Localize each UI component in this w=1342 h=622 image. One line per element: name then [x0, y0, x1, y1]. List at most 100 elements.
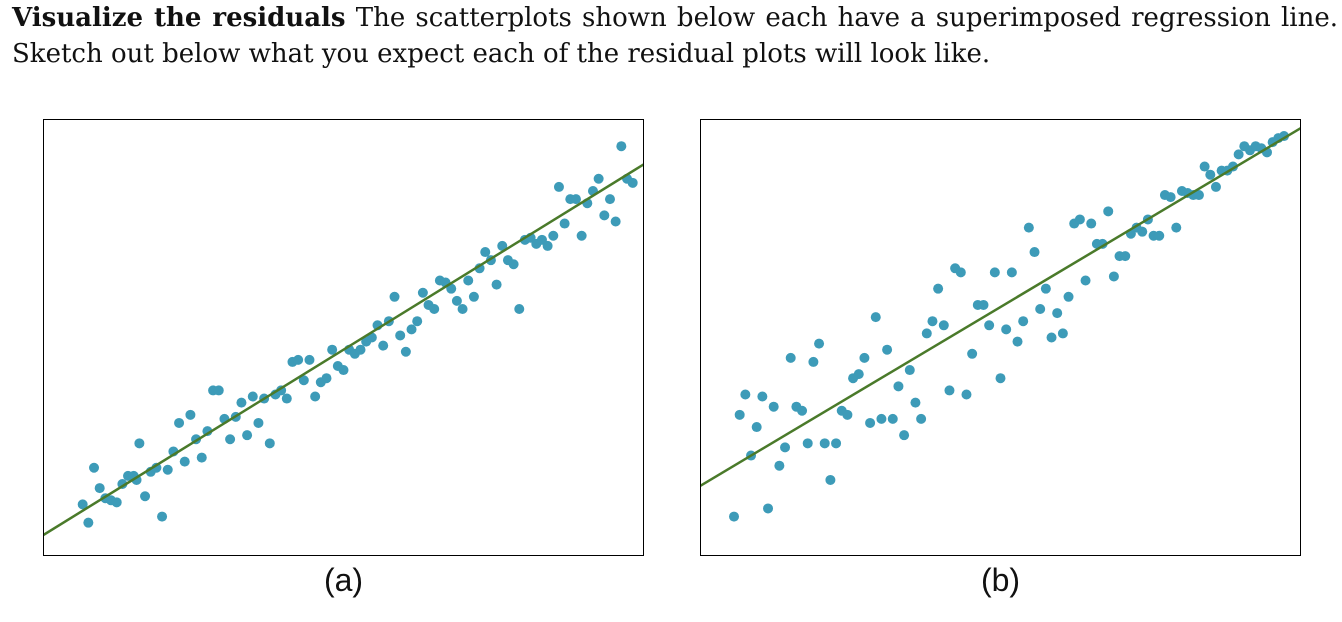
data-point-b-75	[1154, 230, 1165, 241]
data-point-a-29	[236, 397, 247, 408]
data-point-a-18	[174, 417, 185, 428]
data-point-a-63	[429, 304, 440, 315]
data-point-b-47	[995, 373, 1006, 384]
data-point-a-61	[417, 287, 428, 298]
data-point-b-78	[1171, 222, 1182, 233]
data-point-b-27	[882, 344, 893, 355]
data-point-a-60	[412, 316, 423, 327]
data-point-a-54	[378, 340, 389, 351]
data-point-a-50	[355, 344, 366, 355]
data-point-b-48	[1001, 324, 1012, 335]
data-point-b-55	[1040, 283, 1051, 294]
data-point-b-44	[978, 299, 989, 310]
data-point-a-77	[508, 259, 519, 270]
scatterplot-a	[43, 119, 644, 556]
data-point-a-72	[480, 247, 491, 258]
data-point-b-56	[1046, 332, 1057, 343]
caption-b: (b)	[980, 562, 1021, 598]
data-point-b-58	[1057, 328, 1068, 339]
data-point-b-37	[938, 320, 949, 331]
data-point-b-63	[1086, 218, 1097, 229]
data-point-b-17	[825, 474, 836, 485]
data-point-a-31	[247, 391, 258, 402]
data-point-a-68	[457, 304, 468, 315]
data-point-a-10	[131, 474, 142, 485]
data-point-b-22	[853, 369, 864, 380]
data-point-a-27	[225, 434, 236, 445]
data-point-a-93	[599, 210, 610, 221]
data-point-b-72	[1137, 226, 1148, 237]
data-point-b-28	[887, 413, 898, 424]
data-point-b-16	[819, 438, 830, 449]
data-point-a-41	[304, 354, 315, 365]
data-point-a-67	[451, 295, 462, 306]
data-point-b-49	[1006, 267, 1017, 278]
data-point-b-83	[1199, 161, 1210, 172]
caption-a: (a)	[323, 562, 364, 598]
data-point-a-40	[298, 375, 309, 386]
instructions-text: The scatterplots shown below each have a…	[12, 3, 1338, 69]
data-point-a-70	[468, 291, 479, 302]
data-point-b-33	[916, 413, 927, 424]
data-point-b-0	[729, 511, 740, 522]
data-point-a-44	[321, 373, 332, 384]
data-point-a-42	[310, 391, 321, 402]
data-point-b-42	[967, 348, 978, 359]
data-point-b-31	[904, 365, 915, 376]
data-point-b-6	[763, 503, 774, 514]
data-point-a-14	[151, 462, 162, 473]
data-point-b-85	[1210, 181, 1221, 192]
data-point-a-95	[610, 216, 621, 227]
data-point-b-84	[1205, 169, 1216, 180]
data-point-a-19	[179, 456, 190, 467]
data-point-b-12	[797, 405, 808, 416]
data-point-b-25	[870, 312, 881, 323]
data-point-b-46	[989, 267, 1000, 278]
instructions: Visualize the residuals The scatterplots…	[12, 0, 1338, 72]
data-point-a-58	[400, 346, 411, 357]
data-point-b-4	[751, 422, 762, 433]
data-point-a-59	[406, 324, 417, 335]
data-point-b-32	[910, 397, 921, 408]
data-point-b-20	[842, 409, 853, 420]
data-point-b-9	[780, 442, 791, 453]
data-point-a-98	[627, 177, 638, 188]
scatterplot-b-canvas	[701, 127, 1300, 522]
data-point-a-39	[293, 354, 304, 365]
data-point-b-38	[944, 385, 955, 396]
data-point-a-15	[157, 511, 168, 522]
data-point-a-92	[593, 173, 604, 184]
data-point-b-51	[1018, 316, 1029, 327]
data-point-b-40	[955, 267, 966, 278]
data-point-a-94	[604, 194, 615, 205]
data-point-a-3	[94, 483, 105, 494]
data-point-a-12	[140, 491, 151, 502]
data-point-a-32	[253, 417, 264, 428]
data-point-b-24	[865, 417, 876, 428]
data-point-a-0	[77, 499, 88, 510]
data-point-a-2	[89, 462, 100, 473]
data-point-b-89	[1233, 149, 1244, 160]
data-point-a-88	[570, 194, 581, 205]
data-point-a-1	[83, 517, 94, 528]
data-point-a-16	[162, 464, 173, 475]
data-point-b-67	[1108, 271, 1119, 282]
data-point-b-82	[1193, 190, 1204, 201]
data-point-a-86	[559, 218, 570, 229]
data-point-b-35	[927, 316, 938, 327]
data-point-a-25	[213, 385, 224, 396]
data-point-a-89	[576, 230, 587, 241]
data-point-b-10	[785, 352, 796, 363]
data-point-b-18	[831, 438, 842, 449]
data-point-b-41	[961, 389, 972, 400]
data-point-a-57	[395, 330, 406, 341]
data-point-b-69	[1120, 251, 1131, 262]
data-point-b-77	[1165, 192, 1176, 203]
data-point-b-59	[1063, 291, 1074, 302]
data-point-b-34	[921, 328, 932, 339]
data-point-a-56	[389, 291, 400, 302]
data-point-b-61	[1074, 214, 1085, 225]
data-point-b-53	[1029, 247, 1040, 258]
data-point-b-30	[899, 430, 910, 441]
data-point-b-54	[1035, 304, 1046, 315]
